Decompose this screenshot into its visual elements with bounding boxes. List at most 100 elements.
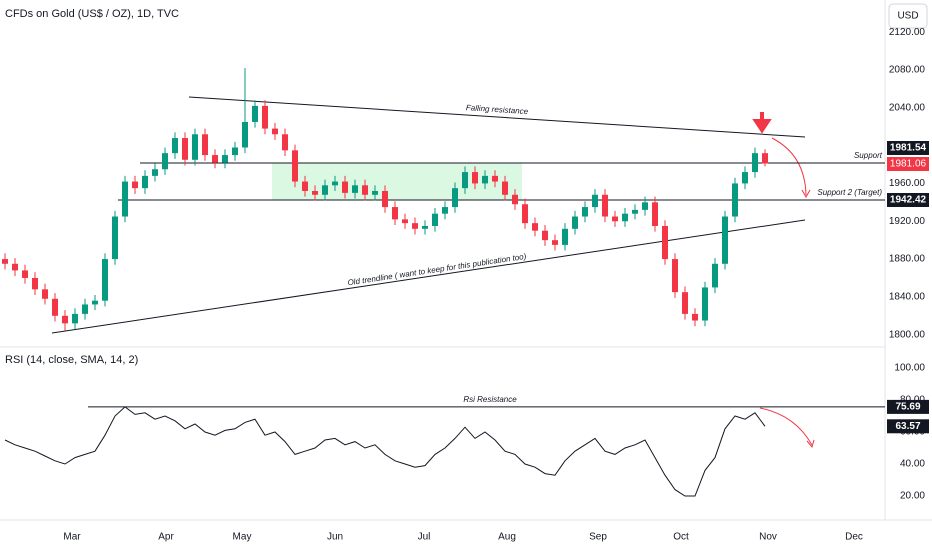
trendline bbox=[51, 219, 806, 334]
candle-body bbox=[252, 105, 258, 122]
candle-body bbox=[192, 134, 198, 160]
candle-body bbox=[592, 194, 598, 208]
candle-body bbox=[602, 194, 608, 217]
arrow-head bbox=[801, 189, 811, 199]
candle-body bbox=[472, 172, 478, 184]
candle-body bbox=[82, 304, 88, 314]
candle-body bbox=[22, 270, 28, 278]
y-tick-label: 2040.00 bbox=[889, 102, 926, 113]
candle-body bbox=[292, 150, 298, 182]
candle-body bbox=[612, 216, 618, 222]
level-name: Support 2 (Target) bbox=[817, 188, 882, 197]
candle-body bbox=[682, 292, 688, 314]
candle-body bbox=[522, 204, 528, 224]
rsi-resistance-name: Rsi Resistance bbox=[463, 395, 517, 404]
candle-body bbox=[282, 134, 288, 151]
candle-body bbox=[112, 216, 118, 260]
curved-arrow bbox=[771, 137, 807, 196]
candle-body bbox=[152, 169, 158, 176]
candle-body bbox=[202, 134, 208, 156]
annotation: Falling resistance bbox=[466, 103, 529, 116]
candle-body bbox=[552, 240, 558, 245]
candle-body bbox=[762, 153, 768, 164]
candle-body bbox=[622, 213, 628, 222]
price-tag-label: 1981.06 bbox=[890, 159, 927, 170]
curved-arrow bbox=[759, 407, 813, 446]
candle-body bbox=[722, 216, 728, 264]
currency: USD bbox=[897, 11, 918, 22]
y-tick-label: 1800.00 bbox=[889, 329, 926, 340]
price-tag-label: 1942.42 bbox=[890, 195, 927, 206]
candle-body bbox=[392, 207, 398, 220]
level-name: Support bbox=[854, 151, 883, 160]
candle-body bbox=[502, 181, 508, 195]
y-tick-label: 1840.00 bbox=[889, 292, 926, 303]
x-tick-label: Nov bbox=[759, 532, 777, 543]
candle-body bbox=[442, 207, 448, 214]
candle-body bbox=[402, 219, 408, 224]
rsi-tag bbox=[887, 399, 929, 414]
price-tag bbox=[887, 157, 929, 171]
rsi-tag-label: 75.69 bbox=[895, 402, 920, 413]
candle-body bbox=[352, 185, 358, 193]
candle-body bbox=[232, 147, 238, 156]
candle-body bbox=[322, 185, 328, 195]
rsi-tag-label: 63.57 bbox=[895, 421, 920, 432]
candle-body bbox=[702, 287, 708, 321]
x-tick-label: Apr bbox=[158, 532, 174, 543]
candle-body bbox=[422, 225, 428, 229]
x-tick-label: Oct bbox=[673, 532, 689, 543]
candle-body bbox=[332, 181, 338, 186]
candle-body bbox=[172, 138, 178, 154]
rsi-line bbox=[4, 406, 766, 497]
candle-body bbox=[532, 223, 538, 231]
candle-body bbox=[362, 185, 368, 195]
candle-body bbox=[662, 225, 668, 260]
candle-body bbox=[732, 183, 738, 217]
candle-body bbox=[432, 213, 438, 226]
rsi-tick-label: 40.00 bbox=[900, 459, 925, 470]
candle-body bbox=[742, 172, 748, 184]
candle-body bbox=[302, 181, 308, 191]
candle-body bbox=[72, 313, 78, 324]
candle-body bbox=[182, 138, 188, 160]
y-tick-label: 2120.00 bbox=[889, 27, 926, 38]
candle-body bbox=[222, 155, 228, 163]
candle-body bbox=[272, 128, 278, 135]
trendline bbox=[188, 96, 806, 138]
candle-body bbox=[382, 190, 388, 208]
candle-body bbox=[692, 313, 698, 321]
arrow-head bbox=[806, 439, 815, 449]
y-tick-label: 1880.00 bbox=[889, 254, 926, 265]
candle-body bbox=[262, 105, 268, 129]
candle-body bbox=[312, 190, 318, 195]
candle-body bbox=[142, 175, 148, 189]
candle-body bbox=[162, 153, 168, 170]
candle-body bbox=[92, 300, 98, 305]
candle-body bbox=[482, 175, 488, 184]
candle-body bbox=[512, 194, 518, 205]
currency-button[interactable] bbox=[888, 3, 928, 29]
candle-body bbox=[342, 181, 348, 193]
chart-title: CFDs on Gold (US$ / OZ), 1D, TVC bbox=[5, 8, 179, 20]
candle-body bbox=[632, 209, 638, 214]
candle-body bbox=[372, 190, 378, 195]
candle-body bbox=[42, 289, 48, 299]
candle-body bbox=[122, 181, 128, 217]
rsi-tag bbox=[887, 419, 929, 434]
candle-body bbox=[562, 228, 568, 245]
candle-body bbox=[62, 315, 68, 324]
rsi-tick-label: 100.00 bbox=[894, 363, 925, 374]
candle-body bbox=[452, 188, 458, 208]
rsi-title: RSI (14, close, SMA, 14, 2) bbox=[5, 354, 138, 366]
x-tick-label: Dec bbox=[845, 532, 863, 543]
x-tick-label: Aug bbox=[498, 532, 516, 543]
x-tick-label: Sep bbox=[589, 532, 607, 543]
candle-body bbox=[242, 121, 248, 148]
candle-body bbox=[462, 172, 468, 189]
candle-body bbox=[582, 207, 588, 217]
x-tick-label: Jun bbox=[327, 532, 343, 543]
candle-body bbox=[542, 230, 548, 241]
